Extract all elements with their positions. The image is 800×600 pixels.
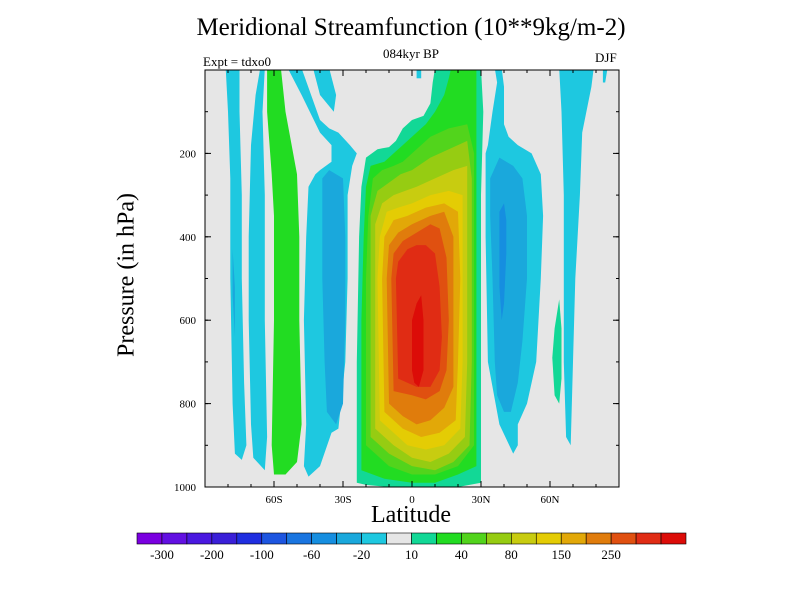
chart-title: Meridional Streamfunction (10**9kg/m-2) [196, 14, 626, 41]
colorbar-swatch-16 [535, 532, 562, 545]
colorbar-swatch-13 [461, 532, 487, 545]
colorbar-swatch-17 [560, 532, 587, 545]
colorbar-label-6: 40 [455, 547, 468, 562]
x-tick-label-0: 60S [265, 494, 282, 506]
y-tick-label-0: 200 [180, 148, 197, 160]
y-tick-label-3: 800 [180, 399, 197, 411]
contour-layer [225, 70, 608, 487]
chart-subtitle: 084kyr BP [383, 46, 439, 61]
colorbar-label-4: -20 [353, 547, 370, 562]
colorbar-label-5: 10 [405, 547, 418, 562]
contour-region-7 [416, 70, 422, 79]
contour-region-2 [248, 70, 268, 471]
colorbar-swatch-21 [660, 532, 687, 545]
colorbar-label-9: 250 [601, 547, 621, 562]
contour-region-18 [412, 295, 424, 387]
colorbar-label-3: -60 [303, 547, 320, 562]
season-label: DJF [595, 50, 617, 65]
colorbar-swatch-11 [411, 532, 437, 545]
colorbar-swatch-10 [386, 532, 412, 545]
contour-region-22 [552, 299, 562, 404]
colorbar-swatch-6 [286, 532, 312, 545]
colorbar-swatch-1 [161, 532, 188, 545]
colorbar-label-0: -300 [150, 547, 174, 562]
colorbar-swatch-15 [511, 532, 537, 545]
colorbar-swatch-8 [336, 532, 362, 545]
colorbar-swatch-19 [610, 532, 637, 545]
contour-region-0 [225, 70, 247, 460]
colorbar-swatch-20 [635, 532, 662, 545]
y-tick-label-2: 600 [180, 315, 197, 327]
colorbar-label-2: -100 [250, 547, 274, 562]
contour-region-1 [232, 249, 235, 337]
colorbar-swatch-3 [211, 532, 238, 545]
contour-region-5 [322, 170, 346, 425]
axis-layer: 60S 30S 0 30N 60N 200 400 600 800 1000 [174, 70, 620, 506]
colorbar-swatch-0 [136, 532, 163, 545]
x-tick-label-4: 60N [541, 494, 560, 506]
y-tick-label-4: 1000 [174, 482, 197, 494]
colorbar-swatch-12 [436, 532, 462, 545]
colorbar-label-1: -200 [200, 547, 224, 562]
colorbar: -300 -200 -100 -60 -20 10 40 80 150 250 [136, 532, 687, 562]
experiment-label: Expt = tdxo0 [203, 54, 271, 69]
x-axis-label: Latitude [371, 502, 451, 528]
colorbar-swatch-7 [311, 532, 337, 545]
contour-region-21 [499, 203, 507, 321]
contour-region-6 [313, 70, 337, 112]
colorbar-swatch-9 [361, 532, 387, 545]
colorbar-swatch-14 [486, 532, 512, 545]
colorbar-swatch-18 [585, 532, 612, 545]
colorbar-swatch-2 [186, 532, 213, 545]
colorbar-swatch-5 [261, 532, 288, 545]
x-tick-label-3: 30N [472, 494, 491, 506]
y-tick-label-1: 400 [180, 232, 197, 244]
colorbar-label-7: 80 [505, 547, 518, 562]
x-tick-label-2: 0 [409, 494, 415, 506]
colorbar-label-8: 150 [551, 547, 571, 562]
contour-region-23 [559, 70, 594, 446]
x-tick-label-1: 30S [334, 494, 351, 506]
contour-region-3 [267, 70, 302, 475]
colorbar-swatch-4 [236, 532, 263, 545]
contour-region-24 [602, 70, 608, 83]
